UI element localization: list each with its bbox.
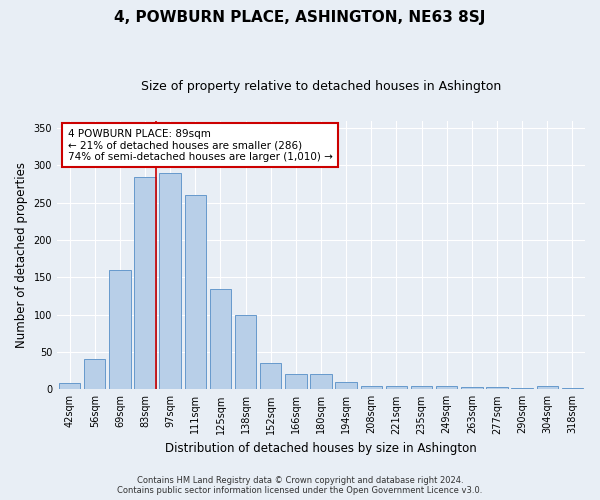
Bar: [411, 386, 432, 390]
Bar: [59, 384, 80, 390]
Bar: [210, 288, 231, 390]
Bar: [160, 173, 181, 390]
Y-axis label: Number of detached properties: Number of detached properties: [15, 162, 28, 348]
Bar: [109, 270, 131, 390]
Bar: [436, 386, 457, 390]
Bar: [185, 195, 206, 390]
Bar: [511, 388, 533, 390]
Bar: [310, 374, 332, 390]
Text: Contains HM Land Registry data © Crown copyright and database right 2024.
Contai: Contains HM Land Registry data © Crown c…: [118, 476, 482, 495]
Bar: [536, 386, 558, 390]
Bar: [487, 387, 508, 390]
Bar: [260, 363, 281, 390]
Bar: [335, 382, 357, 390]
Bar: [386, 386, 407, 390]
Bar: [285, 374, 307, 390]
Bar: [562, 388, 583, 390]
X-axis label: Distribution of detached houses by size in Ashington: Distribution of detached houses by size …: [165, 442, 477, 455]
Text: 4 POWBURN PLACE: 89sqm
← 21% of detached houses are smaller (286)
74% of semi-de: 4 POWBURN PLACE: 89sqm ← 21% of detached…: [68, 128, 332, 162]
Title: Size of property relative to detached houses in Ashington: Size of property relative to detached ho…: [141, 80, 501, 93]
Bar: [235, 314, 256, 390]
Text: 4, POWBURN PLACE, ASHINGTON, NE63 8SJ: 4, POWBURN PLACE, ASHINGTON, NE63 8SJ: [115, 10, 485, 25]
Bar: [134, 176, 156, 390]
Bar: [361, 386, 382, 390]
Bar: [461, 387, 482, 390]
Bar: [84, 360, 106, 390]
